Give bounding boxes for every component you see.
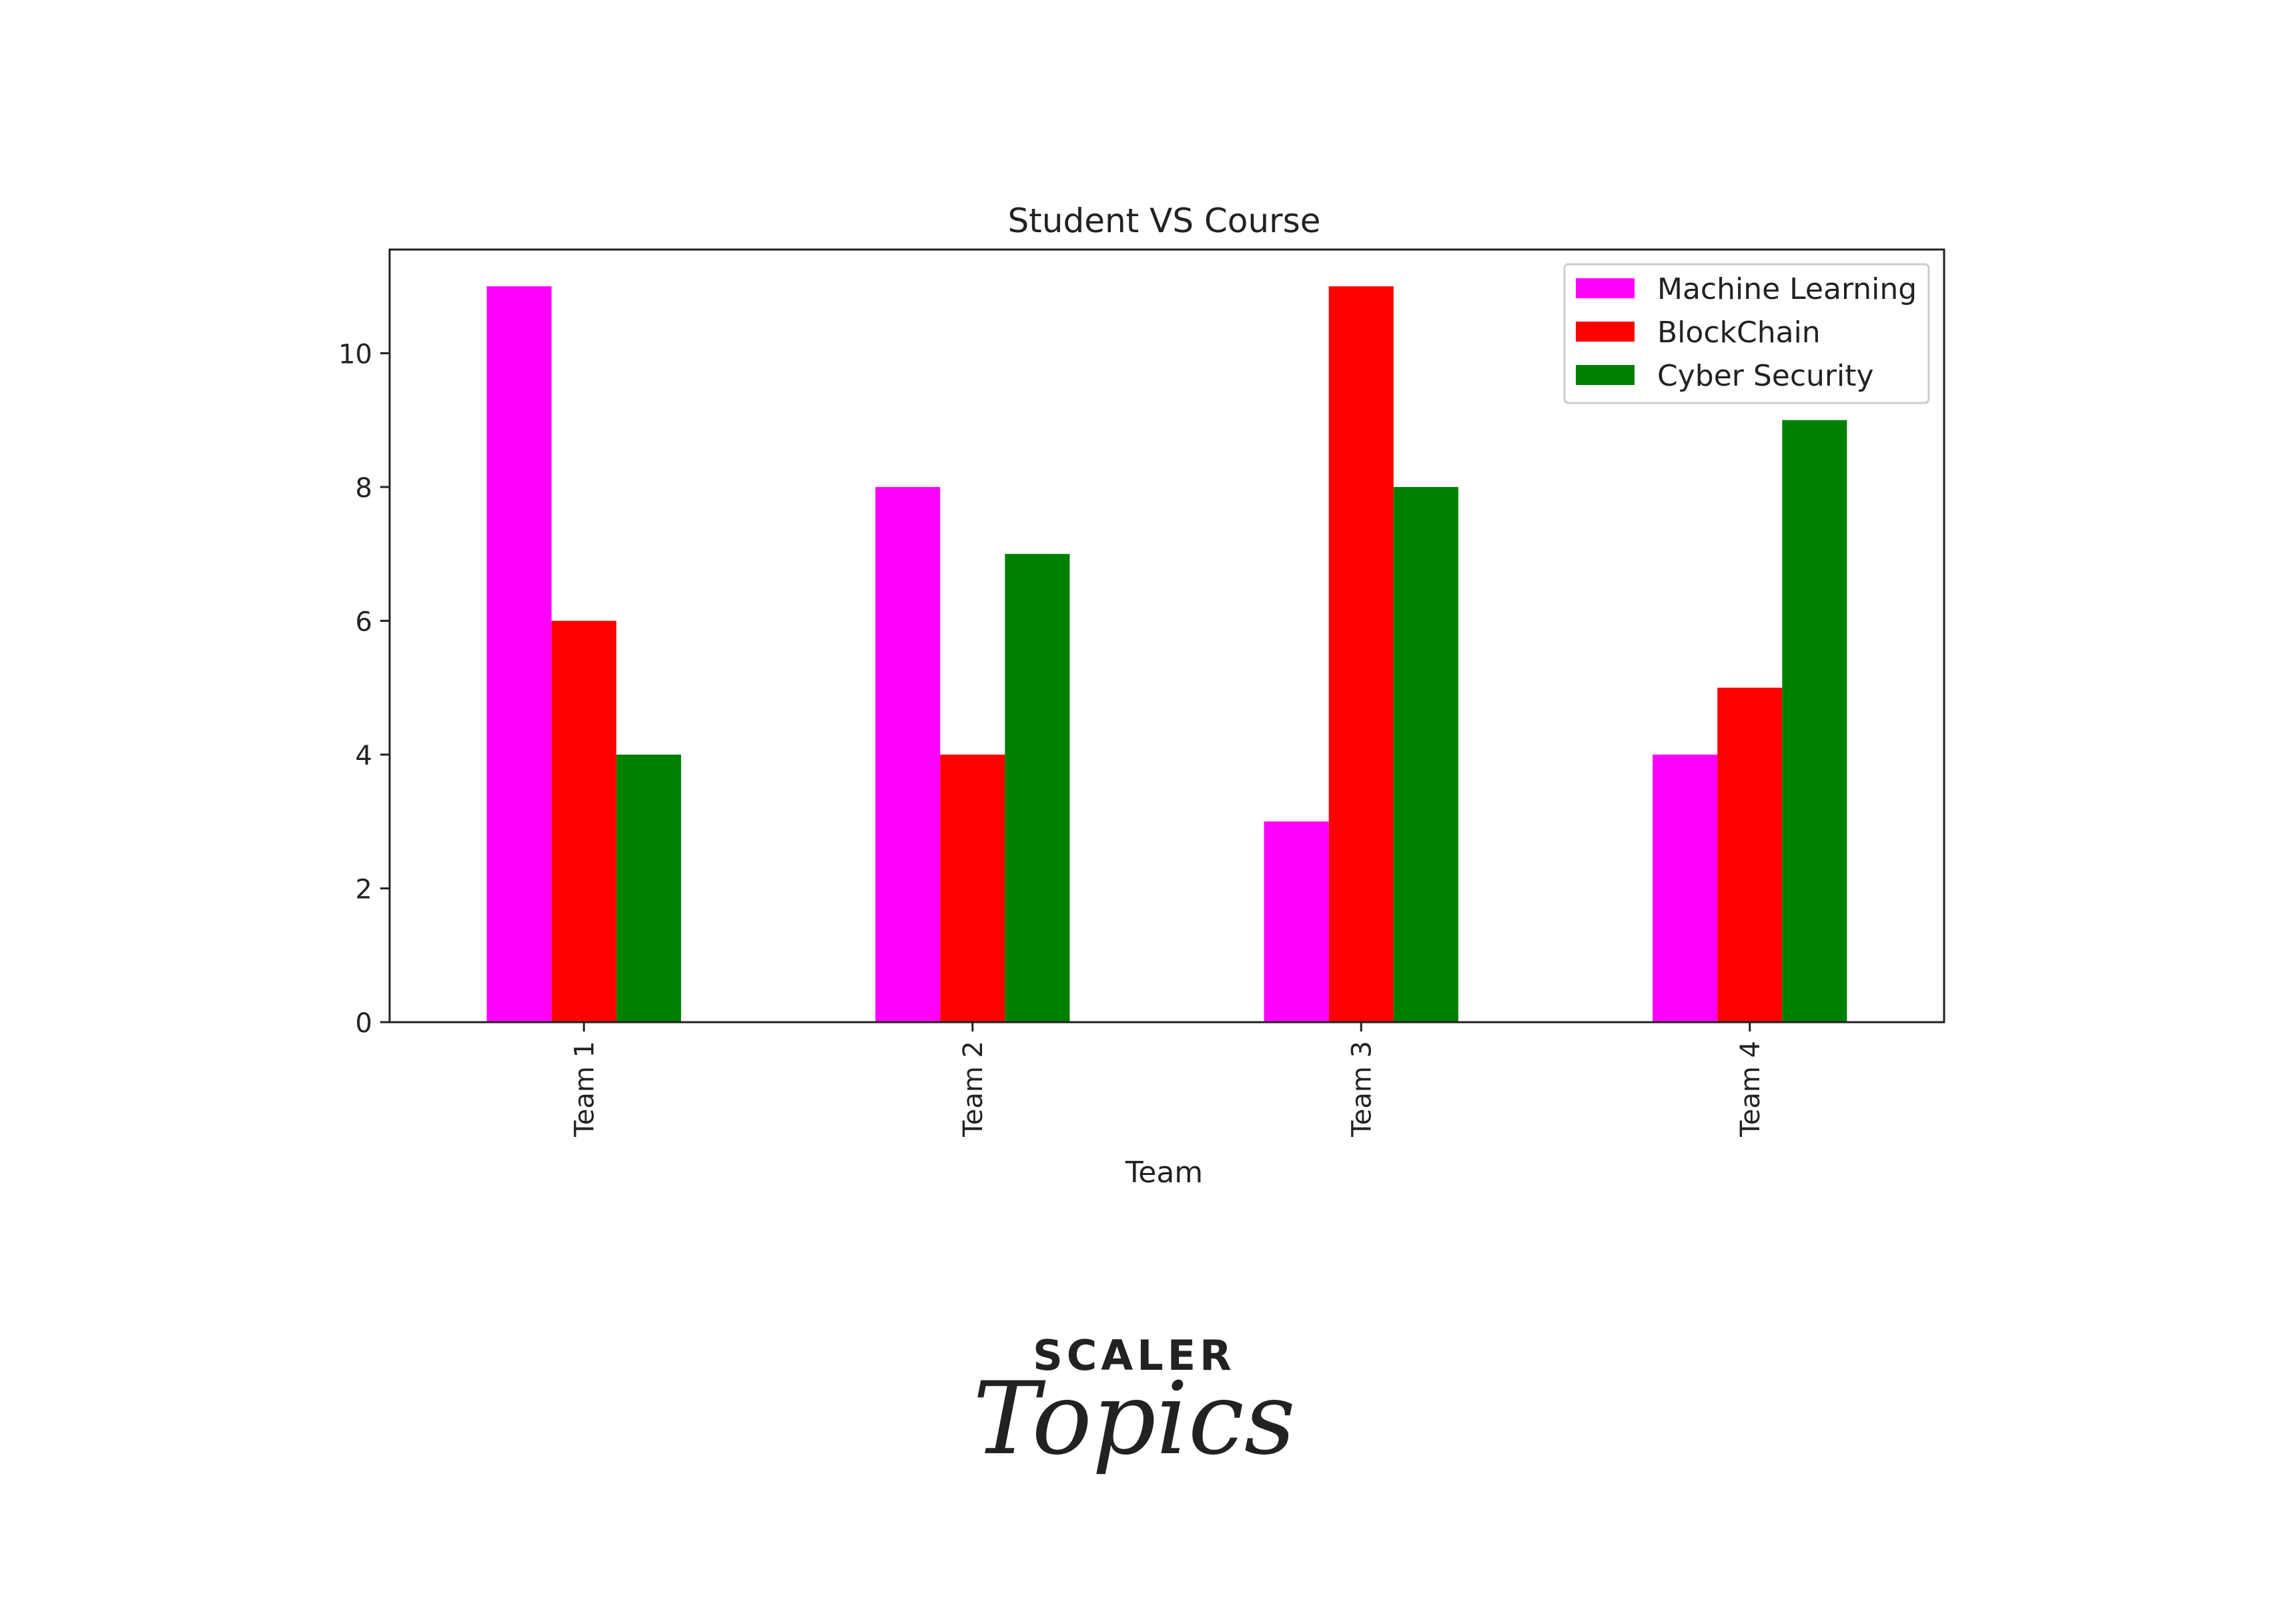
legend: Machine Learning BlockChain Cyber Security	[1563, 263, 1930, 404]
bar-machine-learning-team-2	[875, 486, 941, 1022]
legend-label: Machine Learning	[1657, 272, 1917, 306]
bar-blockchain-team-3	[1328, 286, 1394, 1023]
x-axis: Team 1 Team 2 Team 3 Team 4	[569, 1022, 1766, 1138]
x-tick-label: Team 4	[1735, 1041, 1766, 1138]
bar-cyber-security-team-1	[616, 754, 681, 1022]
legend-swatch	[1576, 278, 1635, 298]
bar-machine-learning-team-4	[1653, 754, 1718, 1022]
legend-swatch	[1576, 365, 1635, 385]
bar-cyber-security-team-2	[1005, 554, 1070, 1022]
bar-cyber-security-team-4	[1782, 420, 1847, 1022]
bar-machine-learning-team-1	[486, 286, 552, 1023]
y-tick-label: 4	[356, 741, 372, 771]
x-axis-label: Team	[1125, 1156, 1203, 1190]
logo-script: Topics	[973, 1361, 1296, 1477]
logo-wordmark: SCALER	[1033, 1331, 1236, 1380]
x-tick-label: Team 3	[1346, 1041, 1377, 1138]
legend-label: Cyber Security	[1657, 359, 1874, 393]
legend-items: Machine Learning BlockChain Cyber Security	[1576, 272, 1917, 393]
bar-cyber-security-team-3	[1393, 486, 1458, 1022]
scaler-topics-logo: SCALER Topics	[973, 1331, 1296, 1477]
bar-blockchain-team-1	[551, 621, 616, 1022]
chart-title: Student VS Course	[1007, 201, 1320, 240]
y-axis: 0 2 4 6 8 10	[338, 339, 390, 1039]
x-tick-label: Team 2	[958, 1041, 989, 1138]
bar-blockchain-team-2	[940, 754, 1005, 1022]
y-tick-label: 6	[356, 606, 372, 637]
legend-swatch	[1576, 322, 1635, 342]
y-tick-label: 8	[356, 473, 372, 504]
bar-machine-learning-team-3	[1264, 821, 1329, 1022]
x-tick-label: Team 1	[569, 1041, 600, 1138]
bar-blockchain-team-4	[1717, 687, 1783, 1022]
y-tick-label: 2	[356, 874, 372, 905]
bars-layer	[486, 286, 1847, 1023]
y-tick-label: 0	[356, 1008, 372, 1039]
plot-frame	[388, 248, 1945, 1024]
y-tick-label: 10	[338, 339, 372, 370]
legend-box	[1563, 263, 1930, 404]
legend-label: BlockChain	[1657, 316, 1821, 350]
